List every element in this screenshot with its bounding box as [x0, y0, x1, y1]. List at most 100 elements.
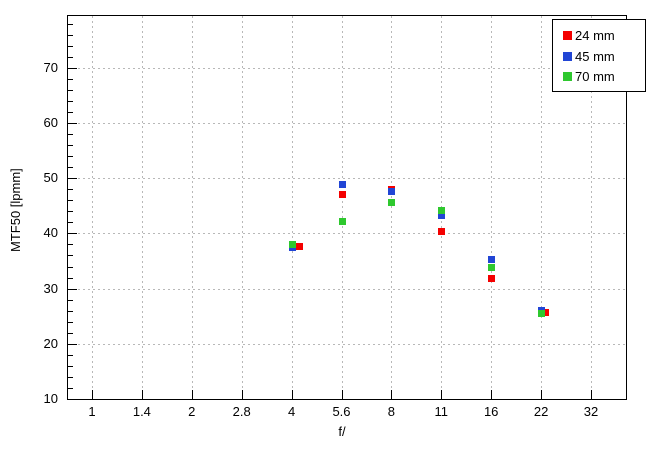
- data-point-45mm-f8: [388, 188, 396, 196]
- gridline-vertical: [591, 16, 592, 398]
- y-tick-label: 20: [43, 335, 58, 351]
- legend-item-24mm: 24 mm: [563, 25, 639, 46]
- data-point-70mm-f22: [538, 310, 546, 318]
- x-axis-tick: [391, 390, 393, 399]
- y-axis-major-tick: [68, 123, 77, 124]
- legend-item-45mm: 45 mm: [563, 46, 639, 67]
- data-point-24mm-f4: [295, 243, 303, 251]
- y-axis-minor-tick: [68, 211, 73, 213]
- y-axis-minor-tick: [68, 299, 73, 301]
- gridline-vertical: [92, 16, 93, 398]
- y-tick-label: 70: [43, 59, 58, 75]
- x-axis-tick: [341, 390, 343, 399]
- y-axis-minor-tick: [68, 321, 73, 323]
- x-axis-title: f/: [338, 424, 346, 439]
- x-tick-label: 5.6: [332, 404, 351, 419]
- y-axis-minor-tick: [68, 167, 73, 169]
- y-axis-minor-tick: [68, 332, 73, 334]
- data-point-24mm-f5.6: [338, 191, 346, 199]
- y-axis-minor-tick: [68, 266, 73, 268]
- gridline-vertical: [491, 16, 493, 398]
- data-point-70mm-f4: [288, 240, 296, 248]
- legend-label: 70 mm: [575, 69, 615, 85]
- legend-swatch-icon: [563, 72, 572, 82]
- y-axis-minor-tick: [68, 189, 73, 191]
- y-axis-minor-tick: [68, 78, 73, 80]
- y-axis-minor-tick: [68, 376, 73, 378]
- y-axis-minor-tick: [68, 145, 73, 147]
- data-point-45mm-f16: [488, 256, 496, 264]
- y-axis-minor-tick: [68, 277, 73, 279]
- gridline-horizontal: [68, 178, 625, 180]
- y-axis-minor-tick: [68, 56, 73, 58]
- gridline-vertical: [191, 16, 193, 398]
- gridline-vertical: [291, 16, 293, 398]
- data-point-24mm-f11: [438, 228, 446, 236]
- y-tick-label: 30: [43, 280, 58, 296]
- data-point-70mm-f5.6: [338, 218, 346, 226]
- x-tick-label: 1: [88, 404, 96, 419]
- y-tick-label: 10: [43, 391, 58, 406]
- y-axis-minor-tick: [68, 111, 73, 113]
- y-axis-major-tick: [68, 343, 77, 345]
- y-axis-minor-tick: [68, 45, 73, 47]
- y-axis-minor-tick: [68, 255, 73, 257]
- gridline-vertical: [141, 16, 143, 398]
- gridline-horizontal: [68, 233, 625, 235]
- data-point-24mm-f16: [488, 275, 496, 283]
- y-axis-minor-tick: [68, 365, 73, 367]
- gridline-horizontal: [68, 343, 625, 345]
- x-axis-tick: [591, 390, 592, 399]
- legend-label: 24 mm: [575, 27, 615, 43]
- y-axis-minor-tick: [68, 354, 73, 356]
- y-axis-minor-tick: [68, 134, 73, 136]
- y-tick-label: 40: [43, 225, 58, 241]
- data-point-24mm-f22: [542, 309, 550, 317]
- gridline-horizontal: [68, 67, 625, 69]
- x-axis-tick: [291, 390, 293, 399]
- x-tick-label: 4: [287, 404, 296, 419]
- legend: 24 mm 45 mm 70 mm: [552, 19, 646, 92]
- gridline-vertical: [341, 16, 343, 398]
- y-axis-minor-tick: [68, 100, 73, 102]
- y-axis-major-tick: [68, 399, 77, 400]
- y-tick-label: 50: [43, 170, 58, 186]
- x-tick-label: 16: [483, 404, 499, 419]
- y-tick-label: 60: [43, 115, 58, 130]
- y-axis-major-tick: [68, 288, 77, 290]
- x-axis-tick: [441, 390, 443, 399]
- x-tick-label: 32: [583, 404, 599, 419]
- gridline-vertical: [391, 16, 393, 398]
- y-axis-major-tick: [68, 233, 77, 235]
- x-axis-tick: [141, 390, 143, 399]
- gridline-vertical: [241, 16, 243, 398]
- y-axis-minor-tick: [68, 387, 73, 389]
- y-axis-major-tick: [68, 178, 77, 180]
- x-axis-tick: [491, 390, 493, 399]
- x-axis-tick: [541, 390, 543, 399]
- gridline-horizontal: [68, 123, 625, 124]
- y-axis-minor-tick: [68, 34, 73, 36]
- data-point-45mm-f11: [438, 212, 446, 220]
- gridline-horizontal: [68, 288, 625, 290]
- legend-swatch-icon: [563, 30, 572, 40]
- data-point-70mm-f11: [438, 206, 446, 214]
- x-tick-label: 1.4: [132, 404, 151, 419]
- y-axis-minor-tick: [68, 244, 73, 246]
- x-tick-label: 2.8: [232, 404, 251, 419]
- x-tick-label: 22: [533, 404, 549, 419]
- x-tick-label: 8: [387, 404, 395, 419]
- legend-swatch-icon: [563, 51, 572, 61]
- y-axis-minor-tick: [68, 200, 73, 202]
- x-tick-label: 11: [434, 404, 449, 419]
- y-axis-minor-tick: [68, 310, 73, 312]
- y-axis-minor-tick: [68, 222, 73, 224]
- x-axis-tick: [191, 390, 193, 399]
- x-tick-label: 2: [188, 404, 196, 419]
- legend-item-70mm: 70 mm: [563, 66, 639, 87]
- x-axis-tick: [92, 390, 93, 399]
- plot-area-frame: [67, 15, 627, 400]
- data-point-70mm-f16: [488, 263, 496, 271]
